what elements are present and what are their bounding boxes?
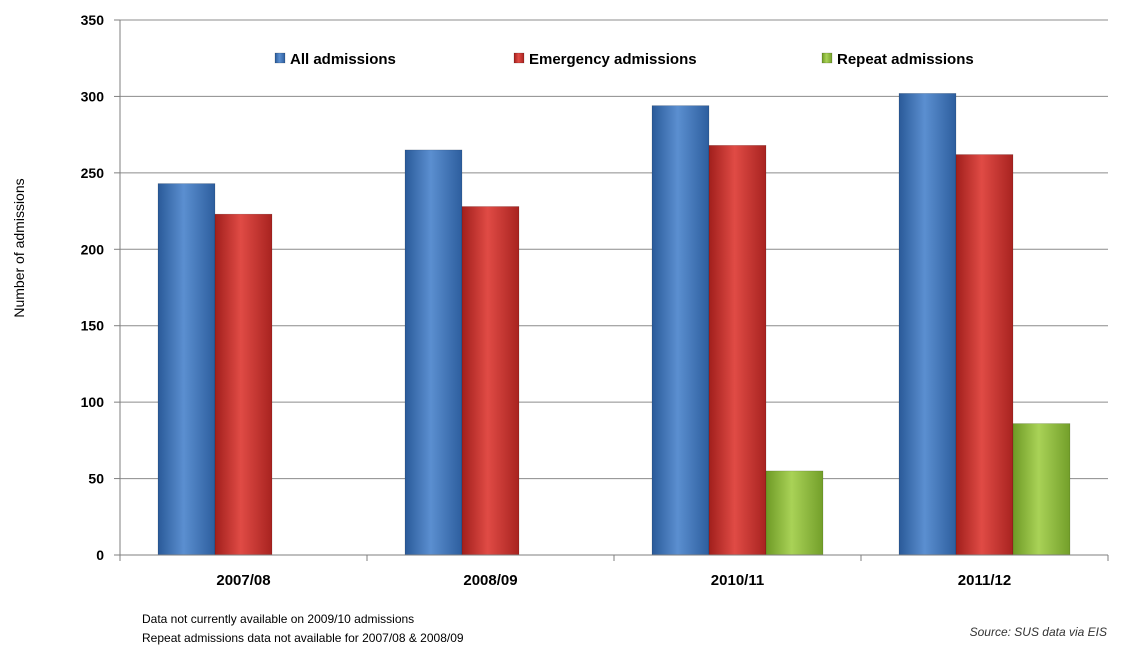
bar-all-admissions xyxy=(898,93,957,556)
y-axis-title: Number of admissions xyxy=(11,178,27,317)
y-tick-label: 300 xyxy=(81,88,105,104)
bar-all-admissions xyxy=(404,149,463,556)
bar-emergency-admissions xyxy=(461,206,520,556)
y-tick-label: 150 xyxy=(81,318,105,334)
category-label: 2010/11 xyxy=(711,572,764,589)
legend: All admissions Emergency admissions Repeat… xyxy=(274,51,974,68)
legend-swatch xyxy=(821,52,833,64)
legend-label: Repeat admissions xyxy=(837,51,974,68)
category-labels: 2007/08 2008/09 2010/11 2011/12 xyxy=(216,572,1011,589)
bars xyxy=(157,93,1071,556)
category-label: 2007/08 xyxy=(216,572,270,589)
y-tick-labels: 0 50 100 150 200 250 300 350 xyxy=(81,12,105,563)
bar-all-admissions xyxy=(651,105,710,556)
note-line-2: Repeat admissions data not available for… xyxy=(142,631,464,645)
legend-label: Emergency admissions xyxy=(529,51,697,68)
bar-emergency-admissions xyxy=(214,213,273,556)
axes xyxy=(114,19,1109,561)
bar-repeat-admissions xyxy=(1012,423,1071,556)
bar-repeat-admissions xyxy=(765,470,824,556)
category-label: 2008/09 xyxy=(463,572,517,589)
bar-emergency-admissions xyxy=(955,154,1014,556)
note-line-1: Data not currently available on 2009/10 … xyxy=(142,612,414,626)
y-tick-label: 100 xyxy=(81,394,105,410)
category-label: 2011/12 xyxy=(958,572,1011,589)
y-tick-label: 200 xyxy=(81,241,105,257)
legend-swatch xyxy=(274,52,286,64)
y-tick-label: 0 xyxy=(96,547,104,563)
legend-label: All admissions xyxy=(290,51,396,68)
bar-all-admissions xyxy=(157,183,216,556)
bar-emergency-admissions xyxy=(708,145,767,556)
legend-swatch xyxy=(513,52,525,64)
gridlines xyxy=(120,19,1108,480)
y-tick-label: 250 xyxy=(81,165,105,181)
y-tick-label: 50 xyxy=(88,471,104,487)
y-tick-label: 350 xyxy=(81,12,105,28)
source-text: Source: SUS data via EIS xyxy=(970,625,1107,639)
